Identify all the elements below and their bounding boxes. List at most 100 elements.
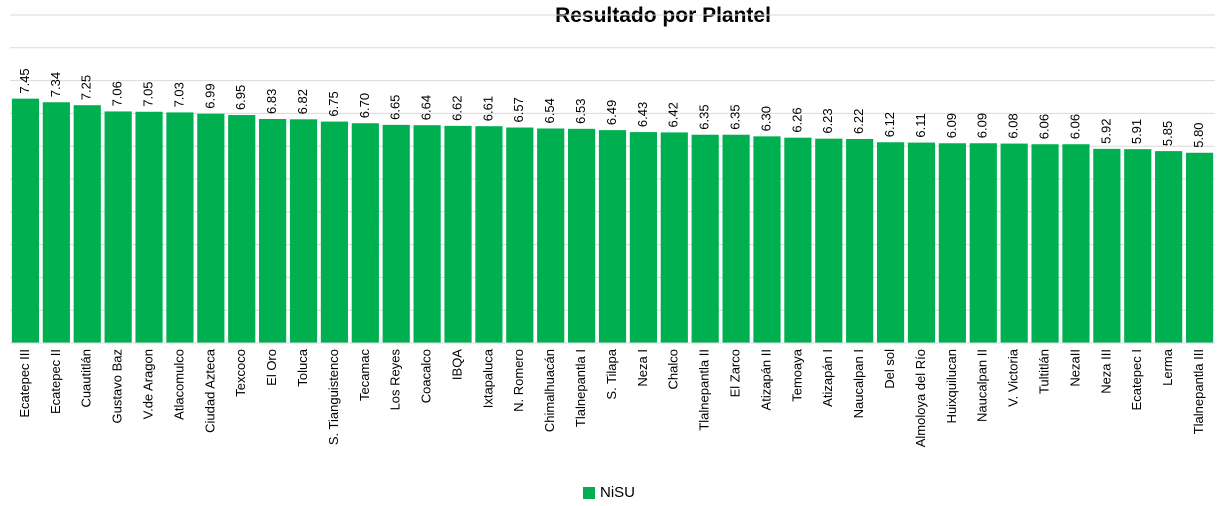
value-label: 6.75 [326,91,341,116]
value-label: 7.25 [79,75,94,100]
value-label: 6.43 [635,102,650,127]
x-tick-label: Almoloya del Río [913,349,928,447]
bar [1155,151,1183,343]
bar [969,143,997,343]
value-label: 6.61 [480,96,495,121]
x-tick-label: Naucalpan I [851,349,866,418]
value-label: 7.45 [17,68,32,93]
x-tick-label: Lerma [1160,348,1175,386]
x-tick-label: Atlacomulco [171,349,186,420]
bar [1062,144,1090,343]
value-label: 7.03 [171,82,186,107]
bar [104,111,132,343]
bar [506,127,534,343]
bar [73,105,101,343]
legend-label: NiSU [600,484,635,501]
value-label: 6.30 [758,106,773,131]
value-label: 7.06 [110,81,125,106]
value-label: 6.57 [511,97,526,122]
bar [753,136,781,343]
bar [413,125,441,343]
x-tick-label: Neza III [1098,349,1113,394]
x-tick-label: Ciudad Azteca [202,348,217,433]
bar [598,130,627,343]
x-tick-label: N. Romero [511,349,526,412]
bar [660,132,688,343]
value-label: 6.11 [913,113,928,137]
value-label: 6.08 [1006,113,1021,138]
value-label: 6.83 [264,89,279,114]
value-label: 6.54 [542,98,557,123]
x-tick-label: Neza I [635,349,650,387]
x-tick-label: Texcoco [233,349,248,397]
value-label: 6.49 [604,100,619,125]
bar [382,124,410,343]
bar [475,126,503,343]
x-tick-label: Huixquilucan [944,349,959,423]
x-tick-label: Ixtapaluca [480,348,495,408]
value-label: 6.65 [388,95,403,120]
legend-swatch [583,487,595,499]
x-tick-label: Los Reyes [388,349,403,411]
x-tick-label: Ecatepec I [1129,349,1144,410]
bar [42,102,70,343]
x-tick-label: V. Victoria [1006,348,1021,407]
value-label: 7.34 [48,72,63,97]
x-tick-label: Temoaya [789,348,804,402]
x-tick-label: Tlalnepantla II [697,349,712,431]
value-label: 6.26 [789,107,804,132]
bar [784,137,812,343]
bar [876,142,905,343]
value-label: 6.06 [1037,114,1052,139]
x-tick-label: Chimalhuacán [542,349,557,432]
x-tick-label: S. Tianguistenco [326,349,341,445]
value-label: 6.22 [851,109,866,134]
value-label: 6.53 [573,99,588,124]
bar [1124,149,1152,343]
x-tick-label: El Zarco [728,349,743,397]
x-tick-label: Toluca [295,348,310,386]
value-label: 6.12 [882,112,897,137]
x-tick-label: NezaII [1067,349,1082,387]
x-tick-label: Ecatepec II [48,349,63,414]
x-tick-label: Gustavo Baz [110,349,125,423]
value-label: 5.91 [1129,119,1144,144]
x-tick-label: IBQA [449,349,464,380]
value-label: 6.09 [944,113,959,138]
bar [289,119,318,343]
x-tick-label: Tultitlán [1037,349,1052,394]
x-tick-label: Tlalnepantla III [1191,349,1206,434]
bar [166,112,194,343]
x-tick-label: V.de Aragon [140,349,155,419]
bar [1031,144,1059,343]
x-tick-label: Atizapán I [820,349,835,407]
value-label: 6.82 [295,89,310,114]
bar [938,143,966,343]
bar [351,123,379,344]
x-tick-label: Del sol [882,349,897,389]
bar [197,113,225,343]
bar [815,138,843,343]
bar [1185,152,1214,343]
value-label: 6.42 [666,102,681,127]
x-tick-label: Chalco [666,349,681,389]
value-label: 6.06 [1067,114,1082,139]
value-label: 6.35 [697,104,712,129]
x-tick-label: Cuautitlán [79,349,94,408]
value-label: 6.35 [728,104,743,129]
x-tick-label: Coacalco [419,349,434,403]
bar [537,128,565,343]
bar [629,132,657,343]
x-tick-label: Tlalnepantla I [573,349,588,427]
bar [722,134,750,343]
value-label: 6.62 [449,96,464,121]
bar [11,98,40,343]
value-label: 6.99 [202,83,217,108]
bar [135,111,163,343]
x-tick-label: Atizapán II [758,349,773,410]
bar [259,118,287,343]
bar [568,128,596,343]
value-label: 5.80 [1191,122,1206,147]
value-label: 6.64 [419,95,434,120]
